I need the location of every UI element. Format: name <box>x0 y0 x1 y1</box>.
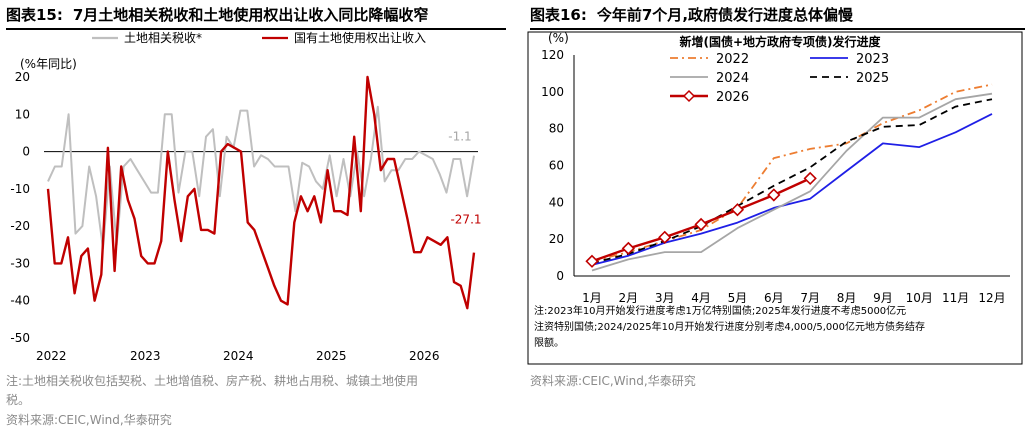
right-chart-note-line2: 注资特别国债;2024/2025年10月开始发行进度分别考虑4,000/5,00… <box>534 320 925 333</box>
left-ytick-label: -50 <box>10 331 30 345</box>
right-figure-title-text: 今年前7个月,政府债发行进度总体偏慢 <box>596 6 854 24</box>
right-xtick-label: 7月 <box>800 291 820 305</box>
left-xtick-label: 2022 <box>36 349 67 363</box>
series-line-2024 <box>591 92 993 272</box>
left-figure: 图表15: 7月土地相关税收和土地使用权出让收入同比降幅收窄 土地相关税收* 国有土… <box>6 4 506 427</box>
left-note-line2: 税。 <box>6 393 31 407</box>
right-ytick-label: 60 <box>549 159 564 173</box>
right-xtick-label: 9月 <box>873 291 893 305</box>
right-xtick-label: 6月 <box>764 291 784 305</box>
right-figure: 图表16: 今年前7个月,政府债发行进度总体偏慢 新增(国债+地方政府专项债)发行… <box>520 0 1030 432</box>
bond-issuance-chart: 新增(国债+地方政府专项债)发行进度 (%) 0 20 40 60 80 100 120 1月 2… <box>527 31 1023 365</box>
series-marker-2026 <box>767 188 781 202</box>
left-ytick-label: 20 <box>15 70 30 84</box>
right-xtick-label: 11月 <box>942 291 969 305</box>
right-xtick-label: 12月 <box>978 291 1005 305</box>
right-axes: (%) 0 20 40 60 80 100 120 1月 2月 3月 4月 5月 6月 7月 8月 9月 10月 1… <box>541 31 1010 305</box>
left-xtick-label: 2025 <box>316 349 347 363</box>
right-chart-note-line1: 注:2023年10月开始发行进度考虑1万亿特别国债;2025年发行进度不考虑50… <box>534 304 906 317</box>
left-legend-label: 国有土地使用权出让收入 <box>294 30 426 45</box>
left-legend-label: 土地相关税收* <box>124 31 202 45</box>
right-chart-title: 新增(国债+地方政府专项债)发行进度 <box>679 34 881 49</box>
left-xtick-label: 2023 <box>130 349 161 363</box>
left-ytick-label: -40 <box>10 294 30 308</box>
left-ytick-label: 10 <box>15 107 30 121</box>
right-legend-label: 2023 <box>856 52 889 67</box>
series-marker-2026 <box>694 217 708 232</box>
right-xtick-label: 3月 <box>655 291 675 305</box>
right-lines <box>585 83 993 272</box>
series-marker-2026 <box>658 230 672 244</box>
right-ylabel: (%) <box>548 31 569 45</box>
left-figure-title: 图表15: 7月土地相关税收和土地使用权出让收入同比降幅收窄 <box>6 4 428 25</box>
right-title-rule <box>530 28 1025 30</box>
left-source: 资料来源:CEIC,Wind,华泰研究 <box>6 413 172 427</box>
right-legend-label: 2026 <box>716 90 749 105</box>
right-legend-label: 2024 <box>716 71 749 86</box>
left-end-label: -27.1 <box>450 213 481 227</box>
left-figure-number: 图表15: <box>6 6 63 24</box>
series-marker-2026 <box>585 254 599 268</box>
series-line-2022 <box>591 83 993 263</box>
right-ytick-label: 0 <box>556 269 564 283</box>
series-line-2023 <box>591 113 993 266</box>
land-transfer-revenue-line <box>46 75 476 310</box>
left-ytick-label: -20 <box>10 219 30 233</box>
right-legend-label: 2025 <box>856 71 889 86</box>
left-ytick-label: 0 <box>22 145 30 159</box>
right-xtick-label: 2月 <box>619 291 639 305</box>
right-legend-label: 2022 <box>716 52 749 67</box>
right-xtick-label: 1月 <box>582 291 602 305</box>
right-xtick-label: 5月 <box>728 291 748 305</box>
left-ytick-label: -30 <box>10 256 30 270</box>
right-xtick-label: 4月 <box>691 291 711 305</box>
right-chart-frame <box>527 31 1023 365</box>
right-xtick-label: 10月 <box>906 291 933 305</box>
right-ytick-label: 120 <box>541 48 564 62</box>
right-ytick-label: 40 <box>549 195 564 209</box>
left-lines <box>46 75 476 310</box>
left-end-labels: -1.1 -27.1 <box>448 130 481 227</box>
right-legend-marker <box>682 89 696 103</box>
left-end-label: -1.1 <box>448 130 471 144</box>
left-figure-title-text: 7月土地相关税收和土地使用权出让收入同比降幅收窄 <box>72 6 429 24</box>
right-figure-number: 图表16: <box>530 6 587 24</box>
left-title-rule <box>6 28 506 30</box>
left-ylabel: (%年同比) <box>20 57 77 71</box>
right-ytick-label: 80 <box>549 122 564 136</box>
left-note-line1: 注:土地相关税收包括契税、土地增值税、房产税、耕地占用税、城镇土地使用 <box>6 374 419 388</box>
left-legend: 土地相关税收* 国有土地使用权出让收入 <box>92 30 426 45</box>
left-xtick-label: 2026 <box>409 349 440 363</box>
series-marker-2026 <box>730 203 745 217</box>
right-chart-note-line3: 限额。 <box>534 336 564 349</box>
series-marker-2026 <box>803 171 817 186</box>
left-ytick-label: -10 <box>10 182 30 196</box>
series-line-2025 <box>591 98 993 264</box>
right-ytick-label: 20 <box>549 232 564 246</box>
right-xtick-label: 8月 <box>837 291 857 305</box>
left-axes: (%年同比)20 10 0 -10 -20 -30 -40 -50 2022 2023 2024 20… <box>10 57 478 363</box>
right-source: 资料来源:CEIC,Wind,华泰研究 <box>530 374 696 388</box>
right-ytick-label: 100 <box>541 85 564 99</box>
right-legend: 2022 2023 2024 2025 2026 <box>670 52 889 105</box>
series-marker-2026 <box>621 241 635 256</box>
land-revenue-chart: 土地相关税收* 国有土地使用权出让收入 (%年同比)20 10 0 -10 -20 -30 -… <box>10 30 481 363</box>
left-xtick-label: 2024 <box>223 349 254 363</box>
right-figure-title: 图表16: 今年前7个月,政府债发行进度总体偏慢 <box>530 4 853 25</box>
